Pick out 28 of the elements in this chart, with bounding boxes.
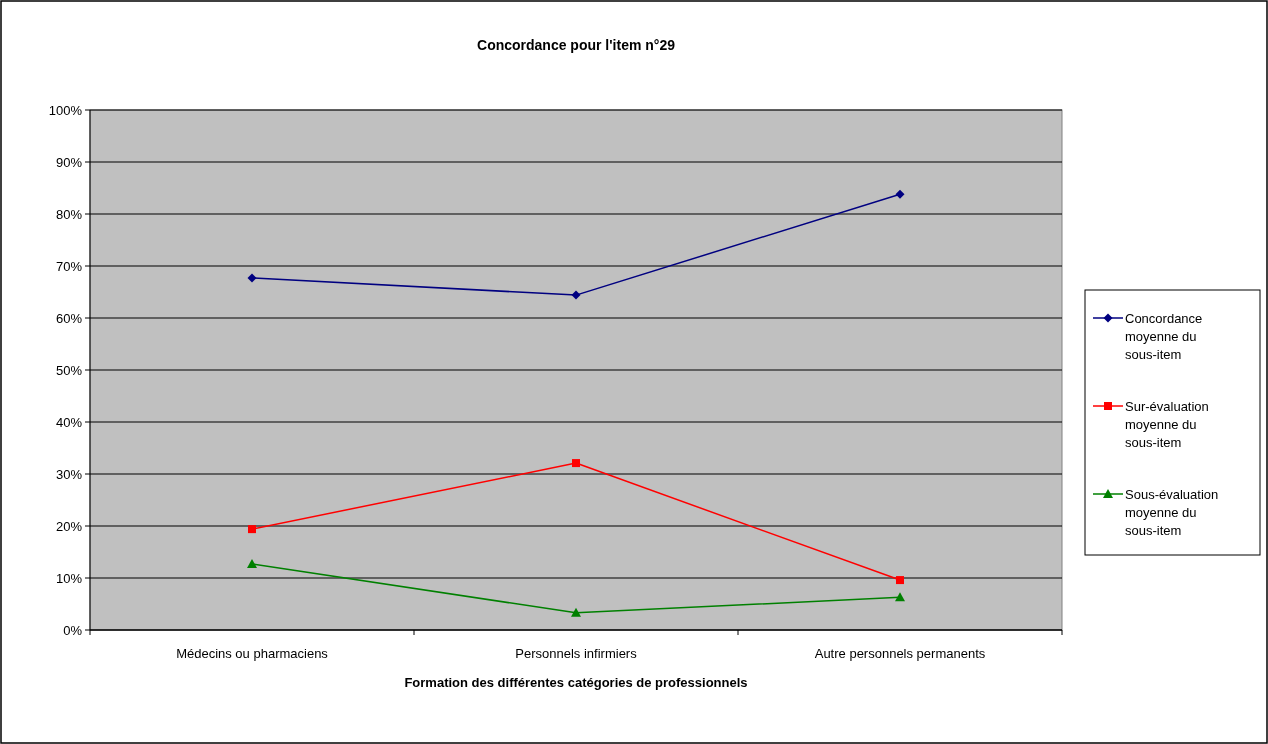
point bbox=[895, 189, 905, 199]
x-tick-label: Autre personnels permanents bbox=[814, 646, 986, 661]
y-tick-label: 80% bbox=[55, 206, 83, 222]
y-tick-label: 50% bbox=[55, 362, 83, 378]
legend-label: Concordance moyenne du sous-item bbox=[1125, 310, 1203, 362]
x-tick-label: Personnels infirmiers bbox=[515, 646, 638, 661]
x-axis-title: Formation des différentes catégories de professionnels bbox=[404, 675, 748, 690]
point bbox=[247, 558, 257, 568]
y-tick-label: 0% bbox=[63, 622, 83, 638]
y-tick-label: 70% bbox=[55, 258, 83, 274]
y-tick-label: 10% bbox=[55, 570, 83, 586]
point bbox=[247, 273, 257, 283]
point bbox=[571, 607, 581, 617]
y-tick-label: 60% bbox=[55, 310, 83, 326]
point bbox=[896, 576, 904, 585]
point bbox=[248, 525, 256, 534]
point bbox=[895, 592, 905, 602]
legend-label: Sur-évaluation moyenne du sous-item bbox=[1125, 398, 1209, 450]
x-tick-label: Médecins ou pharmaciens bbox=[176, 646, 329, 661]
point bbox=[571, 290, 581, 300]
y-tick-label: 40% bbox=[55, 414, 83, 430]
legend-label: Sous-évaluation moyenne du sous-item bbox=[1125, 486, 1219, 538]
y-tick-label: 30% bbox=[55, 466, 83, 482]
chart-title: Concordance pour l'item n°29 bbox=[477, 37, 676, 53]
y-tick-label: 100% bbox=[48, 102, 83, 118]
y-tick-label: 20% bbox=[55, 518, 83, 534]
point bbox=[572, 459, 580, 468]
y-tick-label: 90% bbox=[55, 154, 83, 170]
